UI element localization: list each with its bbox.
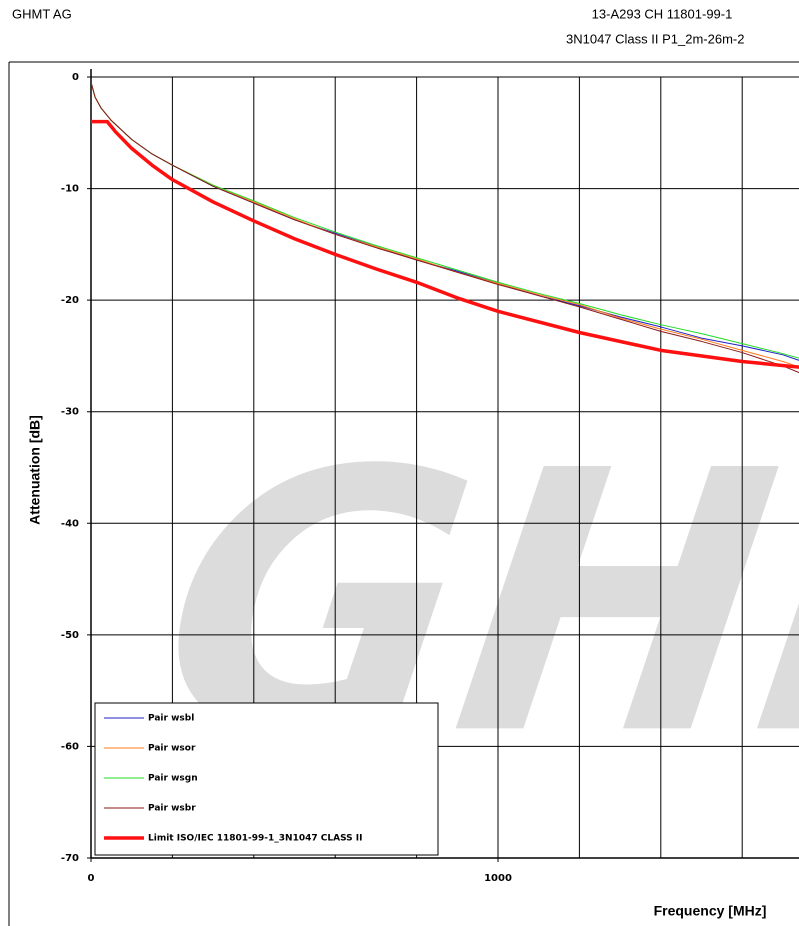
y-tick-label: -30 <box>61 407 79 418</box>
x-axis-title: Frequency [MHz] <box>654 903 767 919</box>
series-layer <box>91 83 799 374</box>
grid: 0 -10 -20 -30 -40 -50 -60 -70 0 1000 <box>61 69 799 884</box>
legend-label: Pair wsor <box>148 744 196 754</box>
x-tick-label: 1000 <box>484 873 512 884</box>
y-tick-label: 0 <box>72 72 79 83</box>
y-tick-label: -10 <box>61 184 79 195</box>
series-line <box>91 119 799 369</box>
report-id: 13-A293 CH 11801-99-1 <box>592 6 733 21</box>
series-line <box>91 83 799 374</box>
y-axis-title: Attenuation [dB] <box>27 415 43 525</box>
y-tick-label: -70 <box>61 853 79 864</box>
legend-label: Pair wsgn <box>148 774 198 784</box>
y-tick-label: -20 <box>61 295 79 306</box>
legend-box <box>94 702 439 856</box>
x-tick-label: 0 <box>88 873 95 884</box>
y-tick-label: -60 <box>61 741 79 752</box>
legend: Pair wsbl Pair wsor Pair wsgn Pair wsbr Limi… <box>94 702 439 856</box>
legend-label: Pair wsbl <box>148 714 194 724</box>
series-line <box>91 83 799 359</box>
company: GHMT AG <box>12 6 72 21</box>
y-tick-label: -50 <box>61 630 79 641</box>
y-tick-label: -40 <box>61 518 79 529</box>
legend-label: Limit ISO/IEC 11801-99-1_3N1047 CLASS II <box>148 834 362 844</box>
series-line <box>91 83 799 368</box>
configuration: 3N1047 Class II P1_2m-26m-2 <box>566 31 744 46</box>
series-line <box>91 83 799 361</box>
legend-label: Pair wsbr <box>148 804 196 814</box>
